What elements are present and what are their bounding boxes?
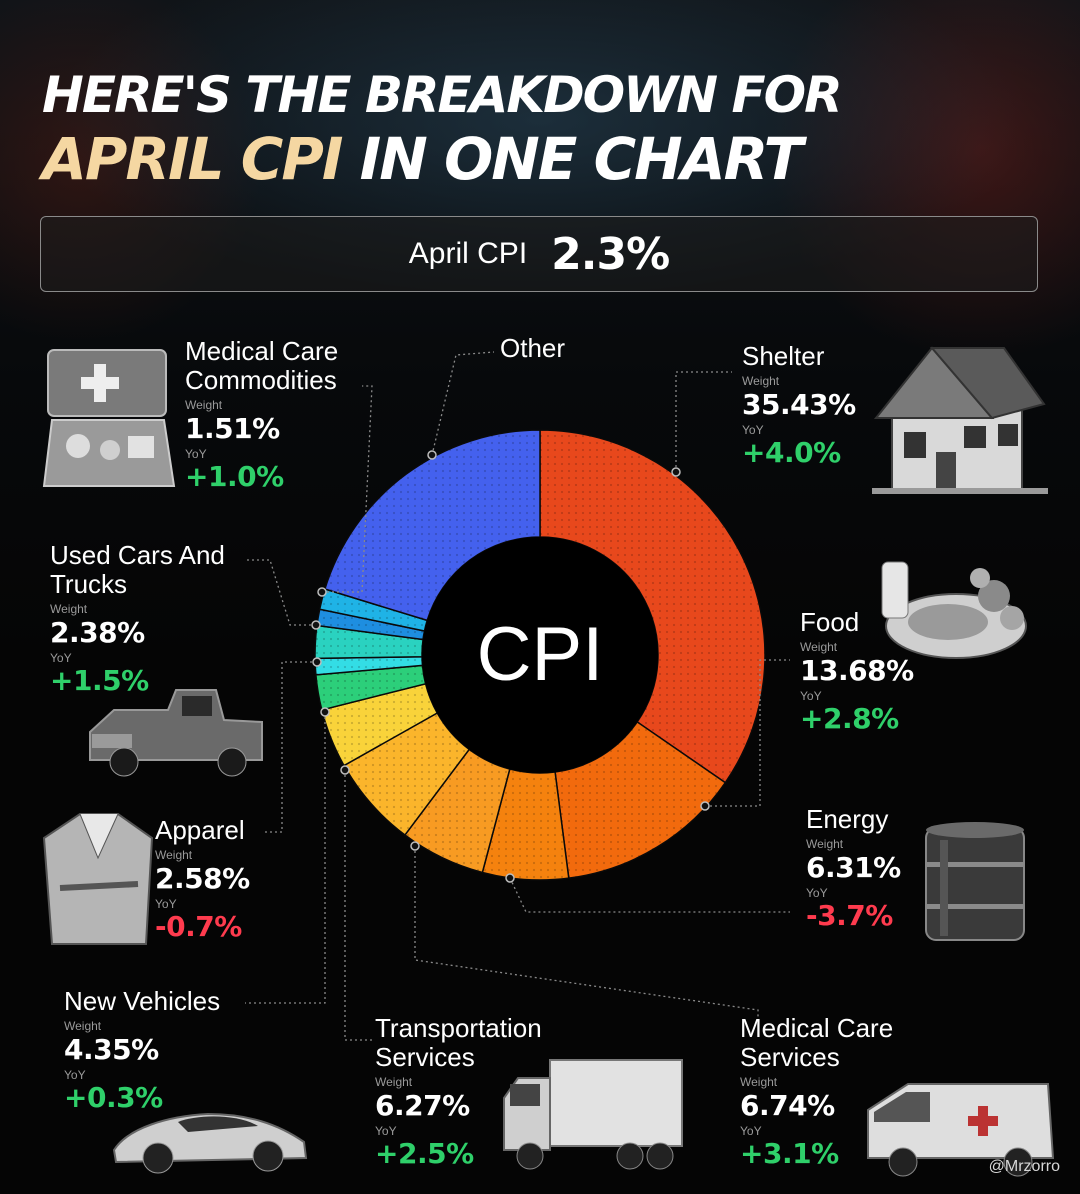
- yoy-value: +4.0%: [742, 436, 841, 470]
- category-name: Medical Care Commodities: [185, 336, 339, 396]
- leader-line-shelter: [675, 371, 732, 472]
- ambulance-icon: [867, 1083, 1055, 1177]
- weight-caption: Weight: [742, 374, 780, 389]
- weight-caption: Weight: [806, 837, 844, 852]
- leader-dot-other: [427, 450, 437, 460]
- weight-caption: Weight: [375, 1075, 413, 1090]
- truck-icon: [503, 1059, 683, 1170]
- category-name: Energy: [806, 804, 889, 834]
- yoy-value: +3.1%: [740, 1137, 839, 1171]
- sports-car-icon: [112, 1112, 308, 1174]
- leader-dot-food: [700, 801, 710, 811]
- category-name: Apparel: [155, 815, 245, 845]
- category-new-vehicles: New Vehicles Weight 4.35% YoY +0.3%: [64, 986, 221, 1115]
- weight-value: 1.51%: [185, 411, 280, 445]
- yoy-caption: YoY: [800, 688, 822, 703]
- category-name: New Vehicles: [64, 986, 221, 1016]
- weight-value: 35.43%: [742, 387, 856, 421]
- leader-dot-energy: [505, 873, 515, 883]
- headline-accent: APRIL CPI: [42, 125, 343, 193]
- category-medical-care-commodities: Medical Care Commodities Weight 1.51% Yo…: [185, 336, 339, 494]
- donut-hole: [422, 537, 658, 773]
- yoy-value: +1.5%: [50, 664, 149, 698]
- leader-line-medical-commodities: [322, 385, 373, 593]
- category-name: Other: [500, 333, 566, 363]
- weight-caption: Weight: [64, 1019, 102, 1034]
- headline-rest: IN ONE CHART: [341, 125, 804, 193]
- cpi-banner-label: April CPI: [408, 237, 528, 270]
- category-other: Other: [500, 333, 566, 363]
- category-food: Food Weight 13.68% YoY +2.8%: [800, 607, 914, 736]
- leader-line-transportation: [344, 770, 372, 1041]
- weight-caption: Weight: [740, 1075, 778, 1090]
- weight-value: 6.74%: [740, 1088, 835, 1122]
- headline-line-1: HERE'S THE BREAKDOWN FOR: [42, 66, 843, 124]
- category-name: Medical Care Services: [740, 1013, 894, 1073]
- leader-line-used-cars: [245, 559, 316, 626]
- jacket-icon: [42, 813, 154, 945]
- yoy-caption: YoY: [155, 896, 177, 911]
- cpi-banner-value: 2.3%: [551, 228, 670, 280]
- category-shelter: Shelter Weight 35.43% YoY +4.0%: [742, 341, 856, 470]
- leader-dot-transportation: [340, 765, 350, 775]
- yoy-caption: YoY: [185, 447, 207, 462]
- medical-kit-icon: [42, 349, 176, 487]
- food-plate-icon: [881, 561, 1027, 659]
- leader-dot-new-vehicles: [320, 707, 330, 717]
- category-medical-care-services: Medical Care Services Weight 6.74% YoY +…: [740, 1013, 894, 1171]
- weight-value: 2.38%: [50, 615, 145, 649]
- yoy-caption: YoY: [64, 1067, 86, 1082]
- yoy-value: +2.5%: [375, 1137, 474, 1171]
- weight-caption: Weight: [50, 602, 88, 617]
- weight-caption: Weight: [800, 640, 838, 655]
- headline-line-2: APRIL CPI IN ONE CHART: [42, 130, 803, 188]
- category-apparel: Apparel Weight 2.58% YoY -0.7%: [155, 815, 250, 944]
- yoy-caption: YoY: [375, 1124, 397, 1139]
- leader-dots: [311, 450, 710, 883]
- donut-center-label: CPI: [477, 612, 604, 697]
- yoy-value: -0.7%: [155, 910, 242, 944]
- weight-value: 13.68%: [800, 653, 914, 687]
- weight-caption: Weight: [155, 848, 193, 863]
- category-used-cars-and-trucks: Used Cars And Trucks Weight 2.38% YoY +1…: [50, 540, 225, 698]
- yoy-caption: YoY: [742, 422, 764, 437]
- weight-value: 6.31%: [806, 850, 901, 884]
- category-energy: Energy Weight 6.31% YoY -3.7%: [806, 804, 901, 933]
- oil-barrel-icon: [925, 822, 1025, 941]
- category-name: Shelter: [742, 341, 825, 371]
- leader-dot-used-cars: [311, 620, 321, 630]
- weight-value: 2.58%: [155, 861, 250, 895]
- yoy-value: -3.7%: [806, 899, 893, 933]
- yoy-value: +2.8%: [800, 702, 899, 736]
- yoy-value: +0.3%: [64, 1081, 163, 1115]
- leader-line-new-vehicles: [245, 712, 326, 1004]
- yoy-caption: YoY: [806, 885, 828, 900]
- leader-dot-medical-services: [410, 841, 420, 851]
- pickup-truck-icon: [89, 689, 263, 777]
- yoy-caption: YoY: [740, 1124, 762, 1139]
- category-name: Used Cars And Trucks: [50, 540, 225, 600]
- yoy-caption: YoY: [50, 651, 72, 666]
- weight-value: 4.35%: [64, 1032, 159, 1066]
- author-watermark: @Mrzorro: [988, 1158, 1060, 1175]
- leader-dot-medical-commodities: [317, 587, 327, 597]
- leader-dot-shelter: [671, 467, 681, 477]
- leader-line-food: [705, 659, 790, 807]
- category-name: Transportation Services: [375, 1013, 542, 1073]
- leader-lines: [245, 351, 790, 1041]
- weight-value: 6.27%: [375, 1088, 470, 1122]
- weight-caption: Weight: [185, 398, 223, 413]
- yoy-value: +1.0%: [185, 460, 284, 494]
- leader-line-apparel: [262, 661, 317, 833]
- leader-line-energy: [509, 877, 790, 913]
- category-transportation-services: Transportation Services Weight 6.27% YoY…: [375, 1013, 542, 1171]
- cpi-banner: April CPI 2.3%: [40, 216, 1038, 292]
- house-icon: [872, 346, 1048, 494]
- category-name: Food: [800, 607, 860, 637]
- leader-dot-apparel: [312, 657, 322, 667]
- leader-line-medical-services: [414, 846, 759, 1018]
